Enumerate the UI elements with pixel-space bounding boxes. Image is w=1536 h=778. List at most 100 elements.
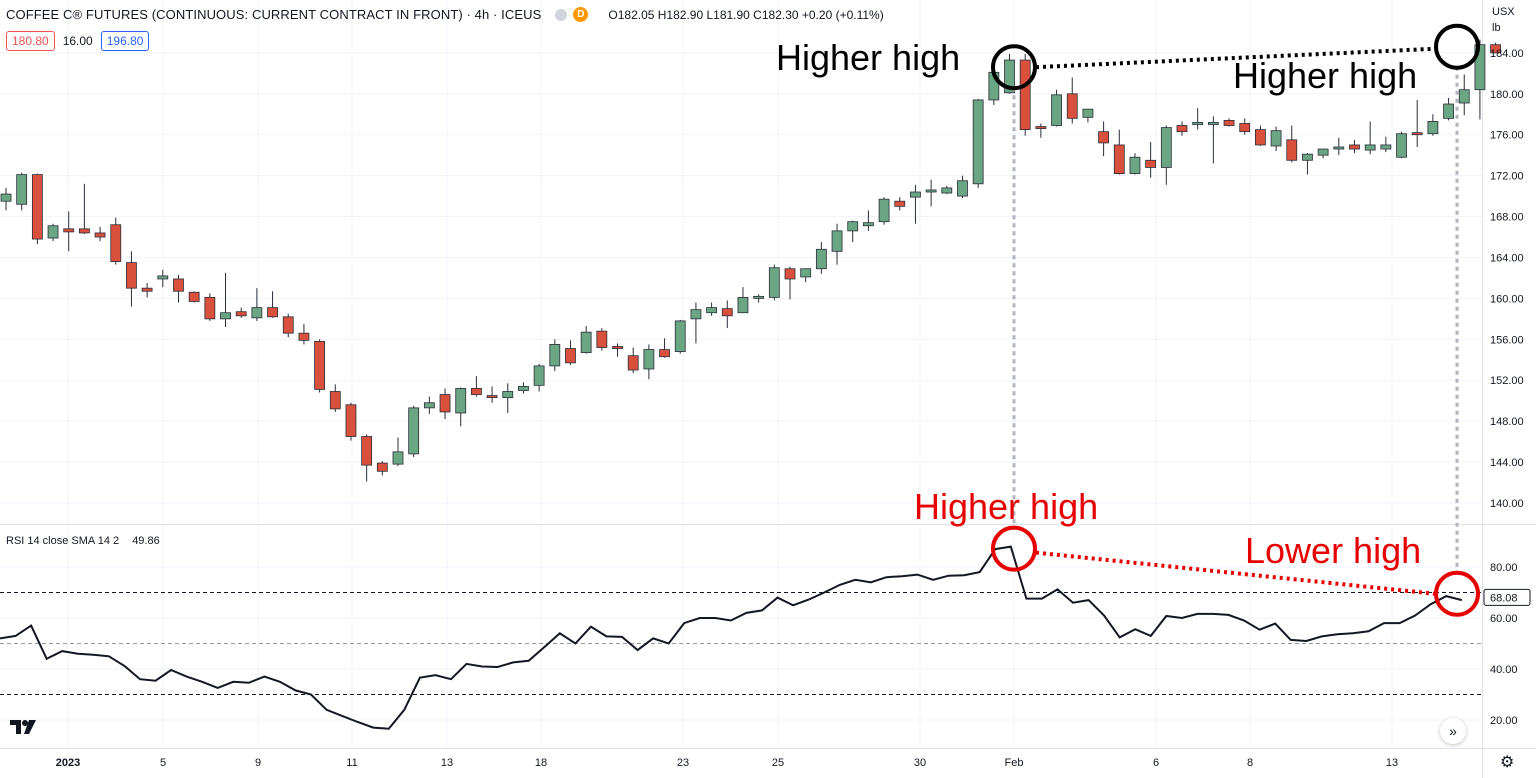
tradingview-logo-icon[interactable] [10, 718, 40, 742]
rsi-high-circle-left [991, 525, 1037, 572]
rsi-axis[interactable]: 80.00 60.00 40.00 20.00 68.08 [1483, 562, 1531, 727]
rsi-line-series [0, 545, 1463, 730]
candle-body [0, 193, 12, 202]
candle [1239, 118, 1251, 135]
candle [957, 175, 968, 199]
data-delay-badge[interactable]: D [573, 7, 589, 22]
unit-label: lb [1492, 22, 1501, 34]
rsi-tick-label: 40.00 [1490, 664, 1518, 676]
candle-body [141, 287, 153, 292]
candle-body [439, 394, 451, 413]
candle [815, 242, 827, 274]
candle [753, 294, 765, 303]
candle-body [910, 191, 921, 198]
candle [894, 197, 906, 211]
candle [1019, 53, 1031, 136]
rsi-legend-title[interactable]: RSI 14 close SMA 14 2 [6, 535, 120, 547]
candle [267, 291, 278, 318]
candle-body [1160, 127, 1172, 168]
price-high-circle-right [1434, 23, 1480, 70]
candle-body [533, 365, 545, 386]
price-tick-label: 184.00 [1490, 48, 1524, 60]
candle-body [408, 407, 420, 455]
candle [800, 268, 812, 283]
candle-body [1411, 132, 1423, 136]
candle-body [502, 391, 514, 399]
candle-body [1427, 121, 1439, 135]
candle [1035, 123, 1047, 138]
rsi-tick-label: 80.00 [1490, 562, 1518, 574]
time-tick-label: 18 [535, 757, 547, 769]
candle [408, 405, 420, 457]
candle [298, 323, 310, 345]
symbol-title[interactable]: COFFEE C® FUTURES (CONTINUOUS: CURRENT C… [6, 7, 542, 22]
candle-body [1176, 125, 1188, 133]
candle [486, 386, 498, 403]
rsi-legend-value: 49.86 [132, 535, 160, 547]
rsi-tick-label: 20.00 [1490, 715, 1518, 727]
time-tick-label: 13 [441, 757, 453, 769]
price-tick-label: 176.00 [1490, 130, 1524, 142]
candle [1302, 153, 1313, 175]
candle-body [16, 174, 28, 205]
candle-body [31, 174, 43, 240]
price-tick-label: 172.00 [1490, 171, 1524, 183]
candle-body [831, 230, 843, 252]
candle-body [878, 198, 890, 223]
time-tick-label: Feb [1005, 757, 1024, 769]
scroll-to-realtime-icon[interactable]: » [1440, 718, 1466, 744]
candle [972, 98, 984, 188]
candle-body [1207, 122, 1219, 125]
candle [643, 344, 655, 380]
candle-body [1129, 156, 1141, 174]
time-tick-label: 25 [772, 757, 784, 769]
candle [188, 291, 200, 303]
gear-icon[interactable]: ⚙ [1500, 754, 1515, 771]
candle-body [659, 349, 670, 358]
candle-body [627, 355, 639, 371]
annotation-price-right: Higher high [1233, 55, 1417, 96]
candle [627, 347, 639, 374]
candle-body [1051, 94, 1062, 126]
candle-body [1443, 103, 1454, 119]
price-candles [0, 39, 1501, 482]
candle [110, 217, 122, 265]
candle-body [1286, 139, 1298, 161]
buy-button[interactable]: 196.80 [100, 31, 150, 51]
candle [1098, 121, 1109, 157]
candle [0, 187, 12, 211]
candle-body [1019, 59, 1031, 131]
candle [1490, 42, 1501, 54]
time-axis[interactable]: 2023 5 9 11 13 18 23 25 30 Feb 6 8 13 [56, 757, 1398, 769]
candle-body [863, 222, 874, 227]
candle-body [706, 307, 717, 314]
candle-body [486, 395, 498, 399]
rsi-high-circle-right [1434, 570, 1480, 617]
candle [1082, 108, 1094, 123]
candle-body [298, 332, 310, 341]
candle-body [674, 320, 686, 352]
time-tick-label: 2023 [56, 757, 80, 769]
candle-body [470, 388, 482, 395]
candle [439, 388, 451, 420]
price-axis[interactable]: 184.00 180.00 176.00 172.00 168.00 164.00 160.… [1490, 6, 1524, 510]
rsi-line [0, 545, 1463, 730]
candle [361, 434, 373, 482]
candle-body [79, 228, 90, 234]
candle [518, 382, 529, 394]
candle [549, 339, 561, 372]
candle-body [690, 309, 702, 320]
candle-body [784, 268, 796, 280]
candle [16, 172, 28, 211]
sell-button[interactable]: 180.80 [6, 31, 55, 51]
candle-body [1066, 93, 1078, 119]
price-tick-label: 168.00 [1490, 212, 1524, 224]
candle-body [753, 295, 765, 299]
candle [612, 343, 623, 357]
candle-body [1035, 126, 1047, 129]
candle-body [63, 228, 75, 233]
candle-body [329, 391, 341, 410]
candle [1286, 125, 1298, 163]
candle [659, 338, 670, 358]
